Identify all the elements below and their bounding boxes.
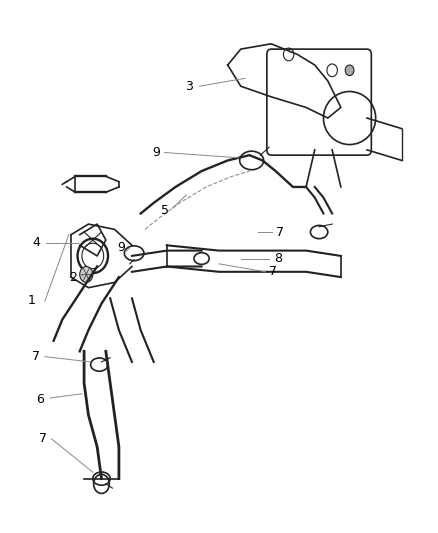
Circle shape: [80, 266, 93, 282]
Text: 7: 7: [32, 350, 40, 363]
Text: 8: 8: [274, 252, 282, 265]
Circle shape: [345, 65, 354, 76]
Text: 6: 6: [37, 393, 45, 406]
Text: 7: 7: [39, 432, 47, 446]
Text: 5: 5: [161, 204, 169, 217]
Text: 9: 9: [152, 146, 160, 159]
Text: 4: 4: [32, 236, 40, 249]
Text: 3: 3: [184, 80, 192, 93]
Text: 1: 1: [28, 294, 36, 308]
Text: 7: 7: [276, 225, 284, 239]
Text: 9: 9: [117, 241, 125, 254]
Text: 2: 2: [69, 271, 77, 284]
Text: 7: 7: [269, 265, 277, 278]
